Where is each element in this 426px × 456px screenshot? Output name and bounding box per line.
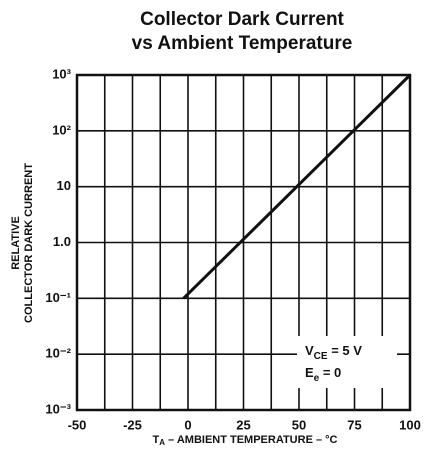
annotation-part: = 5 V <box>328 343 363 358</box>
x-tick-label: 100 <box>399 417 421 432</box>
y-axis-label-line: COLLECTOR DARK CURRENT <box>23 163 35 323</box>
x-tick-label: 0 <box>184 417 191 432</box>
y-axis-label-line: RELATIVE <box>10 216 22 270</box>
y-tick-label: 10² <box>52 122 71 137</box>
y-tick-label: 10⁻¹ <box>45 290 71 305</box>
x-tick-label: -50 <box>68 417 87 432</box>
x-axis-label: TA – AMBIENT TEMPERATURE – °C <box>153 434 338 447</box>
annotation: VCE = 5 V <box>305 343 362 361</box>
x-tick-label: -25 <box>123 417 142 432</box>
plot-border <box>75 73 412 412</box>
y-axis-label: RELATIVE COLLECTOR DARK CURRENT <box>10 163 35 323</box>
annotation-background <box>297 336 397 388</box>
y-tick-label: 10⁻³ <box>45 401 71 416</box>
annotation-part: CE <box>314 351 328 362</box>
y-tick-label: 10⁻² <box>45 346 71 361</box>
x-tick-label: 50 <box>292 417 306 432</box>
y-tick-label: 10 <box>57 178 71 193</box>
annotation-part: e <box>314 373 320 384</box>
annotation-part: = 0 <box>319 365 341 380</box>
data-line <box>182 73 412 300</box>
annotation-part: V <box>305 343 314 358</box>
annotation-part: E <box>305 365 314 380</box>
x-tick-label: 25 <box>236 417 250 432</box>
x-tick-label: 75 <box>347 417 361 432</box>
annotation: Ee = 0 <box>305 365 341 383</box>
chart-title: Collector Dark Current <box>140 9 344 30</box>
y-tick-label: 1.0 <box>53 234 71 249</box>
chart-title: vs Ambient Temperature <box>132 33 353 54</box>
y-tick-label: 10³ <box>52 66 71 81</box>
